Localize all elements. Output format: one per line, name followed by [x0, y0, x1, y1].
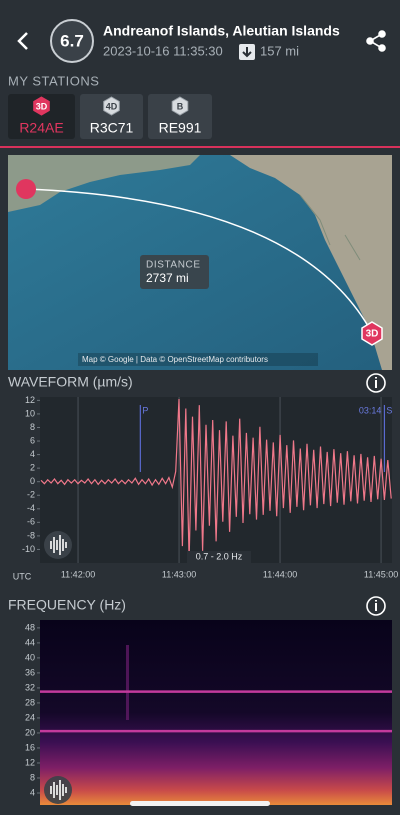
- station-tab[interactable]: 3D R24AE: [8, 94, 75, 139]
- y-tick-label: 6: [30, 435, 35, 445]
- y-tick-label: 44: [25, 637, 35, 647]
- depth-arrow: [242, 47, 252, 58]
- station-badge-label: 4D: [106, 101, 118, 111]
- waveform-sound-button[interactable]: [44, 531, 72, 559]
- y-tick-label: 2: [30, 463, 35, 473]
- y-tick-label: 28: [25, 697, 35, 707]
- station-badge: [33, 96, 50, 116]
- x-tick-label: 11:44:00: [263, 569, 297, 579]
- station-tab-bg: [148, 94, 212, 139]
- path-line: [25, 188, 373, 334]
- spectrogram: [40, 620, 392, 805]
- distance-value: 2737 mi: [146, 271, 189, 285]
- waveform-chart: 12 10 8 6 4 2 0 -2 -4 -6 -8 -10 11:42:00 11:43:00 11:4…: [13, 395, 398, 582]
- y-tick-label: 10: [25, 408, 35, 418]
- y-tick-label: 0: [30, 476, 35, 486]
- magnitude-badge: [50, 19, 94, 63]
- station-name: R24AE: [19, 120, 63, 136]
- station-tab[interactable]: B RE991: [148, 94, 212, 139]
- station-name: R3C71: [90, 120, 134, 136]
- back-button[interactable]: [17, 32, 28, 50]
- phase-time: 03:14: [359, 405, 382, 415]
- info-button[interactable]: [366, 596, 386, 616]
- waveform-title: WAVEFORM (µm/s): [8, 374, 133, 390]
- station-name: RE991: [159, 120, 202, 136]
- station-badge-label: B: [177, 101, 184, 111]
- land-america: [230, 155, 392, 370]
- y-tick-label: 36: [25, 667, 35, 677]
- x-axis-label: UTC: [13, 571, 32, 581]
- y-tick-label: 16: [25, 742, 35, 752]
- map-attribution: Map © Google | Data © OpenStreetMap cont…: [82, 355, 268, 364]
- y-tick-label: 4: [30, 449, 35, 459]
- y-tick-label: 12: [25, 395, 35, 405]
- filter-box: [187, 551, 251, 563]
- station-badge: [171, 96, 189, 116]
- frequency-chart: 48 44 40 36 32 28 24 20 16 12 8 4: [25, 622, 392, 797]
- land-alaska: [8, 155, 200, 212]
- stations-label: MY STATIONS: [8, 73, 99, 88]
- x-tick-label: 11:42:00: [61, 569, 95, 579]
- magnitude: 6.7: [60, 31, 84, 50]
- y-tick-label: -10: [22, 544, 35, 554]
- event-distance: 157 mi: [260, 43, 299, 58]
- y-tick-label: 8: [30, 772, 35, 782]
- station-marker: [361, 321, 383, 346]
- distance-box: [140, 255, 209, 289]
- sound-icon: [50, 535, 67, 555]
- event-datetime: 2023-10-16 11:35:30: [103, 43, 223, 58]
- phase-label: P: [142, 405, 148, 415]
- sound-icon: [50, 780, 67, 800]
- y-tick-label: 24: [25, 712, 35, 722]
- attribution-bg: [78, 353, 318, 366]
- y-tick-label: -8: [27, 530, 35, 540]
- waveform-line: [40, 398, 392, 560]
- station-tab[interactable]: 4D R3C71: [80, 94, 143, 139]
- frequency-title: FREQUENCY (Hz): [8, 597, 126, 613]
- station-underline: [0, 146, 400, 148]
- home-indicator: [130, 801, 270, 806]
- station-tabs: 3D R24AE 4D R3C71 B RE991: [8, 94, 212, 139]
- station-badge: [103, 96, 120, 116]
- station-marker-label: 3D: [366, 329, 379, 340]
- station-tab-bg: [8, 94, 75, 139]
- y-tick-label: 48: [25, 622, 35, 632]
- y-tick-label: 12: [25, 757, 35, 767]
- x-tick-label: 11:45:00: [364, 569, 398, 579]
- filter-label: 0.7 - 2.0 Hz: [196, 551, 243, 561]
- y-tick-label: 4: [30, 787, 35, 797]
- y-tick-label: 32: [25, 682, 35, 692]
- distance-label: DISTANCE: [146, 260, 201, 271]
- phase-label: S: [386, 405, 392, 415]
- y-tick-label: -2: [27, 490, 35, 500]
- event-title: Andreanof Islands, Aleutian Islands: [103, 23, 340, 39]
- y-tick-label: -4: [27, 503, 35, 513]
- coast-detail: [299, 194, 361, 261]
- epicenter: [16, 179, 36, 199]
- y-tick-label: 20: [25, 727, 35, 737]
- y-tick-label: -6: [27, 517, 35, 527]
- share-button[interactable]: [366, 30, 386, 52]
- y-tick-label: 8: [30, 422, 35, 432]
- station-badge-label: 3D: [36, 101, 48, 111]
- map: 3D DISTANCE 2737 mi Map © Google | Data …: [8, 155, 392, 370]
- station-tab-bg: [80, 94, 143, 139]
- spectrogram-sound-button[interactable]: [44, 776, 72, 804]
- info-button[interactable]: [366, 373, 386, 393]
- x-tick-label: 11:43:00: [162, 569, 196, 579]
- spectrogram-streak: [126, 645, 129, 720]
- y-tick-label: 40: [25, 652, 35, 662]
